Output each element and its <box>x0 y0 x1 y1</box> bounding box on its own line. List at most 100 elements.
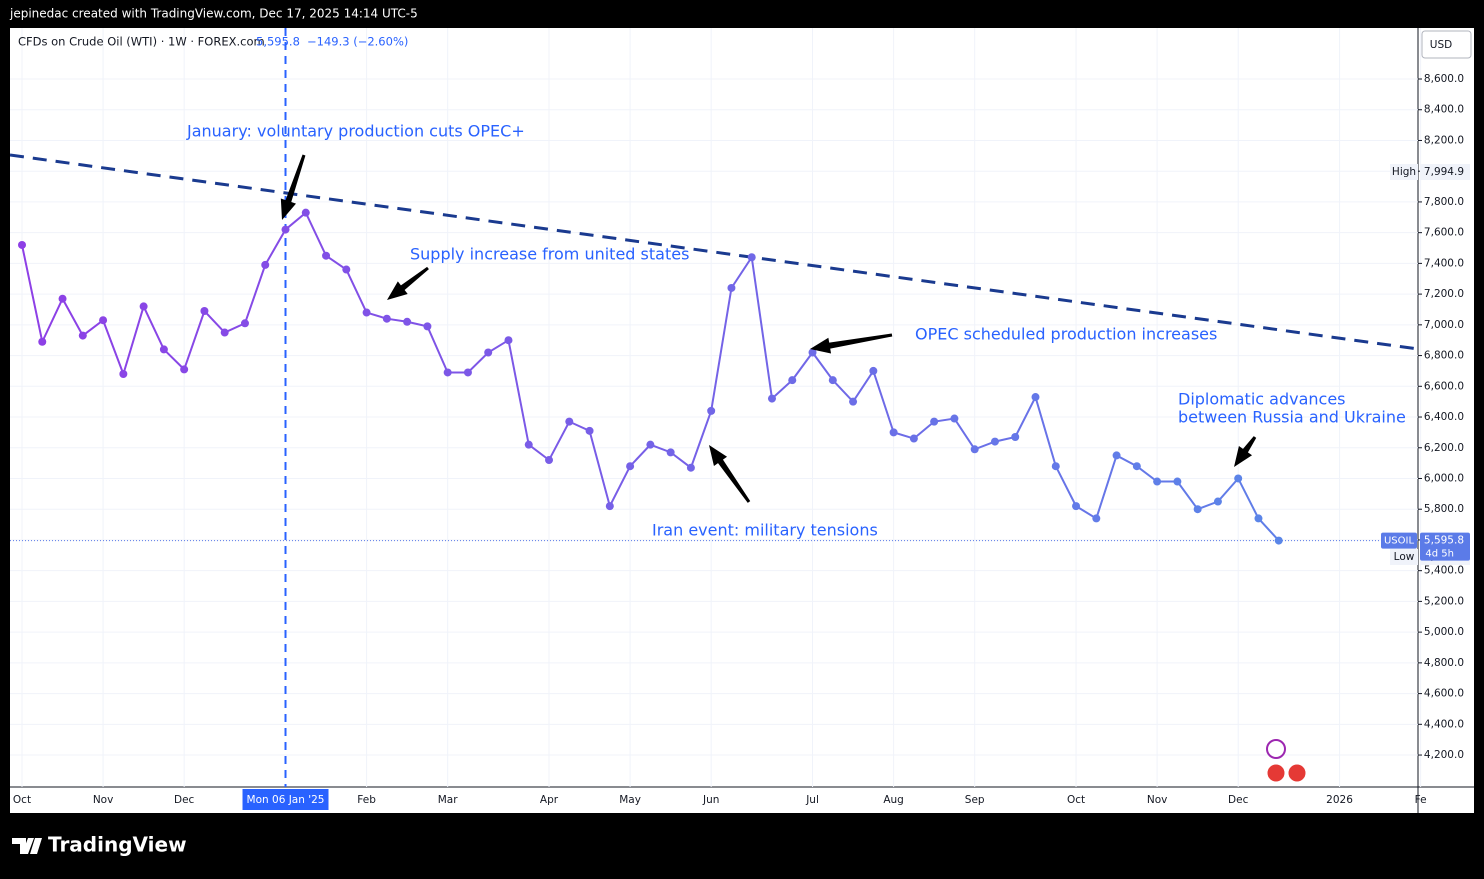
data-point <box>1234 474 1243 483</box>
annotation: Diplomatic advances <box>1178 390 1346 409</box>
data-point <box>747 253 756 262</box>
data-point <box>1193 505 1202 514</box>
data-point <box>1153 477 1162 486</box>
data-point <box>58 294 67 303</box>
x-tick-label: May <box>619 794 641 806</box>
data-point <box>382 314 391 323</box>
data-point <box>99 316 108 325</box>
x-tick-label: Jul <box>805 794 819 806</box>
trend-line <box>10 153 1418 351</box>
data-point <box>808 348 817 357</box>
icon <box>1287 763 1307 783</box>
x-tick-label: Jun <box>702 794 719 806</box>
y-tick-label: 4,400.0 <box>1424 718 1464 730</box>
y-tick-label: 7,600.0 <box>1424 227 1464 239</box>
data-point <box>403 317 412 326</box>
y-tick-label: 6,600.0 <box>1424 380 1464 392</box>
y-tick-label: 8,600.0 <box>1424 73 1464 85</box>
data-point <box>463 368 472 377</box>
data-point <box>524 440 533 449</box>
y-tick-label: 4,800.0 <box>1424 657 1464 669</box>
data-point <box>443 368 452 377</box>
crosshair-label-box <box>242 789 329 810</box>
y-tick-label: 6,200.0 <box>1424 442 1464 454</box>
data-point <box>1132 462 1141 471</box>
data-point <box>1092 514 1101 523</box>
data-point <box>18 240 26 249</box>
currency: USD <box>1430 39 1452 51</box>
data-point <box>281 225 290 234</box>
data-point <box>423 322 432 331</box>
data-point <box>362 308 371 317</box>
data-point <box>909 434 918 443</box>
data-point <box>38 337 47 346</box>
data-point <box>565 417 574 426</box>
data-point <box>666 448 675 457</box>
symbol-tag: USOIL <box>1384 536 1414 547</box>
data-point <box>484 348 493 357</box>
data-point <box>1213 497 1222 506</box>
annotation: Iran event: military tensions <box>652 521 878 540</box>
data-point <box>180 365 189 374</box>
annotation-arrow <box>709 445 751 503</box>
y-tick-label: 8,400.0 <box>1424 104 1464 116</box>
low-name-box <box>1390 549 1418 566</box>
data-point <box>727 283 736 292</box>
data-point <box>1031 393 1040 402</box>
data-point <box>200 307 209 316</box>
icon <box>1266 739 1286 759</box>
y-tick-label: 6,400.0 <box>1424 411 1464 423</box>
data-point <box>1011 432 1020 441</box>
annotation-arrow <box>280 154 306 220</box>
data-point <box>322 251 331 260</box>
y-tick-label: 5,400.0 <box>1424 565 1464 577</box>
data-point <box>119 370 128 379</box>
y-tick-label: 5,000.0 <box>1424 626 1464 638</box>
data-point <box>1173 477 1182 486</box>
data-point <box>78 331 87 340</box>
data-point <box>869 366 878 375</box>
data-point <box>849 397 858 406</box>
currency-box[interactable] <box>1421 30 1472 59</box>
data-point <box>1254 514 1263 523</box>
data-point <box>220 328 229 337</box>
data-point <box>828 376 837 385</box>
data-point <box>767 394 776 403</box>
last-price: 5,595.8 <box>256 35 300 49</box>
countdown: 4d 5h <box>1425 549 1454 560</box>
high-value-box <box>1420 163 1470 180</box>
data-point <box>889 428 898 437</box>
x-tick-label: Fe <box>1415 794 1427 806</box>
x-tick-label: Oct <box>13 794 31 806</box>
plot <box>10 28 1418 787</box>
symbol-tag-box <box>1381 532 1417 549</box>
brand: TradingView <box>48 833 187 857</box>
y-tick-label: 7,400.0 <box>1424 257 1464 269</box>
data-point <box>261 260 270 269</box>
y-tick-label: 5,200.0 <box>1424 595 1464 607</box>
data-point <box>626 462 635 471</box>
x-tick-label: Dec <box>1228 794 1249 806</box>
data-point <box>990 437 999 446</box>
data-point <box>707 406 716 415</box>
data-point <box>301 208 310 217</box>
annotation-arrow <box>387 266 429 300</box>
data-point <box>950 414 959 423</box>
x-tick-label: Oct <box>1067 794 1085 806</box>
x-tick-label: 2026 <box>1326 794 1353 806</box>
icons <box>1266 739 1307 783</box>
data-point <box>605 502 614 511</box>
x-tick-label: Apr <box>540 794 559 806</box>
high-name: High <box>1392 166 1416 178</box>
data-point <box>930 417 939 426</box>
annotation: between Russia and Ukraine <box>1178 408 1406 427</box>
marks <box>18 208 1283 545</box>
y-tick-label: 5,800.0 <box>1424 503 1464 515</box>
data-point <box>1051 462 1060 471</box>
data-point <box>1112 451 1121 460</box>
data-point <box>686 463 695 472</box>
low-name: Low <box>1394 551 1415 563</box>
high-name-box <box>1390 163 1418 180</box>
x-tick-label: Mon 06 Jan '25 <box>247 794 325 806</box>
